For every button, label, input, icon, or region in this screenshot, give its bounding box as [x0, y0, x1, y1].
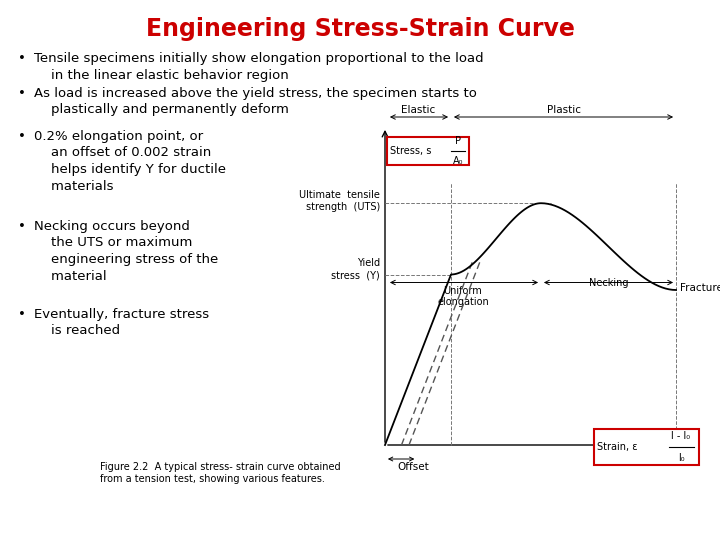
Text: A₀: A₀ — [453, 156, 463, 166]
Text: Yield
stress  (Y): Yield stress (Y) — [331, 259, 380, 280]
Text: Necking: Necking — [589, 278, 629, 287]
FancyBboxPatch shape — [387, 137, 469, 165]
Text: Stress, s: Stress, s — [390, 146, 431, 156]
Text: Uniform
elongation: Uniform elongation — [437, 286, 489, 307]
Text: •: • — [18, 220, 26, 233]
Text: P: P — [455, 136, 461, 146]
Text: Plastic: Plastic — [546, 105, 580, 115]
Text: 0.2% elongation point, or
    an offset of 0.002 strain
    helps identify Y for: 0.2% elongation point, or an offset of 0… — [34, 130, 226, 192]
Text: Ultimate  tensile
strength  (UTS): Ultimate tensile strength (UTS) — [299, 190, 380, 212]
Text: •: • — [18, 87, 26, 100]
Text: •: • — [18, 52, 26, 65]
Text: •: • — [18, 308, 26, 321]
Text: Necking occurs beyond
    the UTS or maximum
    engineering stress of the
    m: Necking occurs beyond the UTS or maximum… — [34, 220, 218, 282]
Text: Offset: Offset — [397, 462, 429, 472]
Text: As load is increased above the yield stress, the specimen starts to
    plastica: As load is increased above the yield str… — [34, 87, 477, 117]
Text: Fracture: Fracture — [680, 283, 720, 293]
Text: l - l₀: l - l₀ — [672, 431, 690, 441]
Text: Figure 2.2  A typical stress- strain curve obtained
from a tension test, showing: Figure 2.2 A typical stress- strain curv… — [100, 462, 341, 484]
Text: Eventually, fracture stress
    is reached: Eventually, fracture stress is reached — [34, 308, 209, 338]
FancyBboxPatch shape — [594, 429, 699, 465]
Text: l₀: l₀ — [678, 453, 684, 463]
Text: Tensile specimens initially show elongation proportional to the load
    in the : Tensile specimens initially show elongat… — [34, 52, 484, 82]
Text: Strain, ε: Strain, ε — [597, 442, 638, 452]
Text: •: • — [18, 130, 26, 143]
Text: Engineering Stress-Strain Curve: Engineering Stress-Strain Curve — [145, 17, 575, 41]
Text: Elastic: Elastic — [401, 105, 435, 115]
